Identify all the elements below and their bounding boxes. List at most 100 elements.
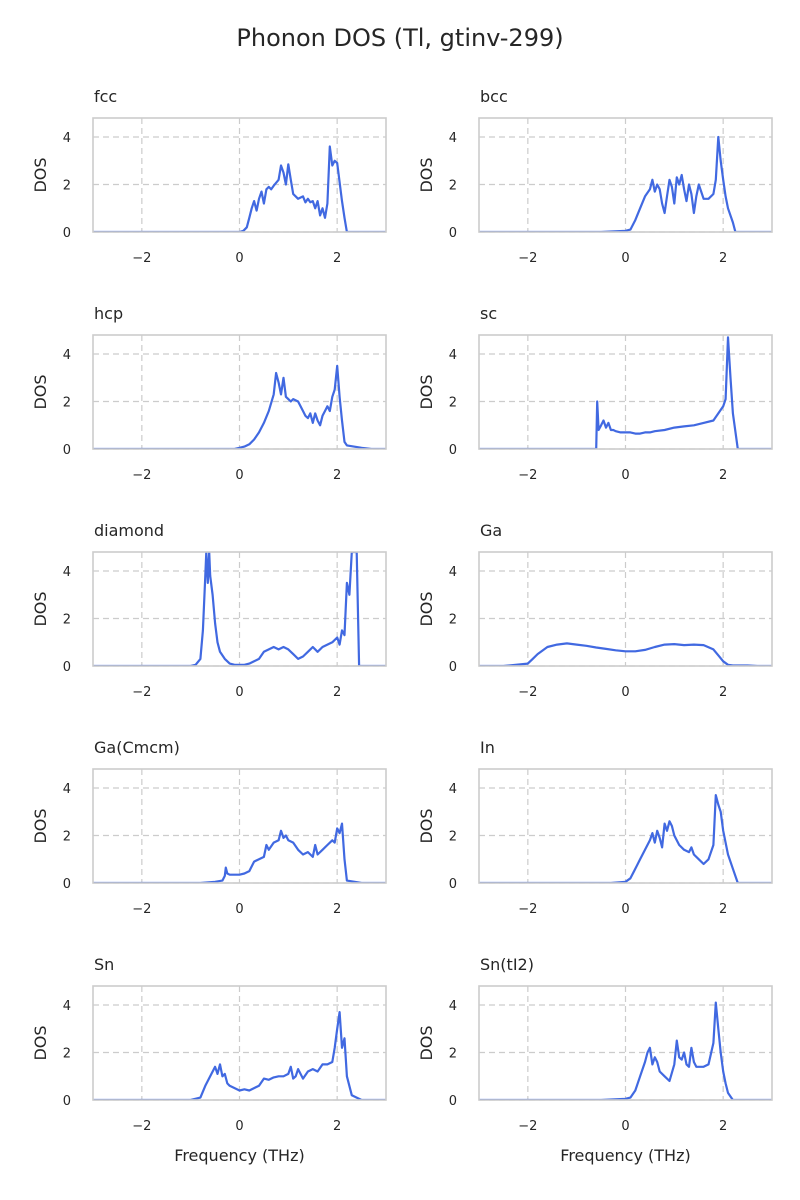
panel-ga-cmcm: −2 0 2 0 2 4 Ga(Cmcm) DOS	[31, 738, 387, 917]
x-tick-label: −2	[132, 685, 151, 700]
dos-curve	[479, 793, 772, 883]
x-tick-label: 2	[719, 1119, 727, 1134]
dos-curve	[479, 1001, 772, 1100]
y-tick-label: 0	[63, 660, 71, 675]
y-axis-label: DOS	[417, 591, 436, 626]
panel-diamond: −2 0 2 0 2 4 diamond DOS	[31, 521, 387, 700]
x-tick-label: 0	[621, 1119, 629, 1134]
axes-frame	[92, 334, 387, 450]
x-tick-label: −2	[518, 1119, 537, 1134]
y-tick-label: 0	[449, 226, 457, 241]
x-tick-label: 2	[719, 902, 727, 917]
axes-frame	[478, 117, 773, 233]
x-tick-label: 0	[235, 251, 243, 266]
x-tick-label: 2	[719, 468, 727, 483]
x-tick-label: −2	[518, 902, 537, 917]
axes-frame	[478, 985, 773, 1101]
y-tick-label: 0	[63, 877, 71, 892]
axes-frame	[478, 551, 773, 667]
y-tick-label: 0	[449, 660, 457, 675]
x-tick-label: 2	[333, 685, 341, 700]
y-tick-label: 0	[63, 443, 71, 458]
y-tick-label: 2	[449, 179, 457, 194]
panel-fcc: −2 0 2 0 2 4 fcc DOS	[31, 87, 387, 266]
panel-title: Sn(tI2)	[480, 955, 534, 974]
x-tick-label: 0	[235, 902, 243, 917]
x-tick-label: 0	[621, 902, 629, 917]
y-axis-label: DOS	[31, 808, 50, 843]
panel-title: diamond	[94, 521, 164, 540]
dos-curve	[93, 364, 386, 449]
y-tick-label: 4	[449, 565, 457, 580]
panel-sn-ti2: −2 0 2 0 2 4 Sn(tI2) DOS Frequency (THz)	[417, 955, 773, 1165]
y-axis-label: DOS	[31, 1025, 50, 1060]
y-tick-label: 4	[449, 131, 457, 146]
y-tick-label: 0	[449, 877, 457, 892]
y-axis-label: DOS	[31, 157, 50, 192]
x-tick-label: 2	[333, 1119, 341, 1134]
dos-curve	[93, 1010, 386, 1100]
y-tick-label: 4	[63, 348, 71, 363]
x-tick-label: −2	[518, 251, 537, 266]
y-tick-label: 2	[449, 396, 457, 411]
x-tick-label: 0	[235, 685, 243, 700]
y-axis-label: DOS	[417, 808, 436, 843]
y-axis-label: DOS	[417, 157, 436, 192]
axes-frame	[92, 985, 387, 1101]
panel-title: fcc	[94, 87, 117, 106]
figure-title: Phonon DOS (Tl, gtinv-299)	[236, 24, 563, 52]
x-tick-label: 0	[621, 685, 629, 700]
y-tick-label: 4	[63, 131, 71, 146]
panel-bcc: −2 0 2 0 2 4 bcc DOS	[417, 87, 773, 266]
panel-in: −2 0 2 0 2 4 In DOS	[417, 738, 773, 917]
x-tick-label: 2	[719, 251, 727, 266]
axes-frame	[478, 768, 773, 884]
x-tick-label: 2	[333, 468, 341, 483]
y-tick-label: 2	[63, 613, 71, 628]
x-tick-label: −2	[132, 902, 151, 917]
y-axis-label: DOS	[31, 374, 50, 409]
axes-frame	[478, 334, 773, 450]
panel-title: Ga	[480, 521, 502, 540]
x-tick-label: −2	[132, 468, 151, 483]
panel-title: In	[480, 738, 495, 757]
y-tick-label: 2	[63, 179, 71, 194]
panel-hcp: −2 0 2 0 2 4 hcp DOS	[31, 304, 387, 483]
panel-sn: −2 0 2 0 2 4 Sn DOS Frequency (THz)	[31, 955, 387, 1165]
dos-curve	[479, 336, 772, 449]
x-tick-label: 2	[333, 902, 341, 917]
y-tick-label: 4	[449, 348, 457, 363]
axes-frame	[92, 768, 387, 884]
panel-title: bcc	[480, 87, 508, 106]
y-axis-label: DOS	[31, 591, 50, 626]
dos-curve	[93, 822, 386, 883]
dos-curve	[479, 135, 772, 232]
x-axis-label: Frequency (THz)	[174, 1146, 304, 1165]
panel-sc: −2 0 2 0 2 4 sc DOS	[417, 304, 773, 483]
y-tick-label: 2	[449, 613, 457, 628]
x-tick-label: 0	[235, 1119, 243, 1134]
x-tick-label: −2	[132, 1119, 151, 1134]
x-axis-label: Frequency (THz)	[560, 1146, 690, 1165]
panel-title: hcp	[94, 304, 123, 323]
panel-title: sc	[480, 304, 497, 323]
y-tick-label: 0	[63, 1094, 71, 1109]
x-tick-label: −2	[132, 251, 151, 266]
y-tick-label: 4	[449, 782, 457, 797]
y-tick-label: 0	[449, 443, 457, 458]
dos-curve	[479, 642, 772, 666]
y-tick-label: 2	[449, 1047, 457, 1062]
x-tick-label: 2	[719, 685, 727, 700]
axes-frame	[92, 117, 387, 233]
y-tick-label: 2	[449, 830, 457, 845]
y-tick-label: 2	[63, 1047, 71, 1062]
y-axis-label: DOS	[417, 374, 436, 409]
panel-title: Ga(Cmcm)	[94, 738, 180, 757]
panel-title: Sn	[94, 955, 114, 974]
x-tick-label: 0	[621, 468, 629, 483]
y-tick-label: 0	[449, 1094, 457, 1109]
panel-ga: −2 0 2 0 2 4 Ga DOS	[417, 521, 773, 700]
y-tick-label: 4	[63, 999, 71, 1014]
